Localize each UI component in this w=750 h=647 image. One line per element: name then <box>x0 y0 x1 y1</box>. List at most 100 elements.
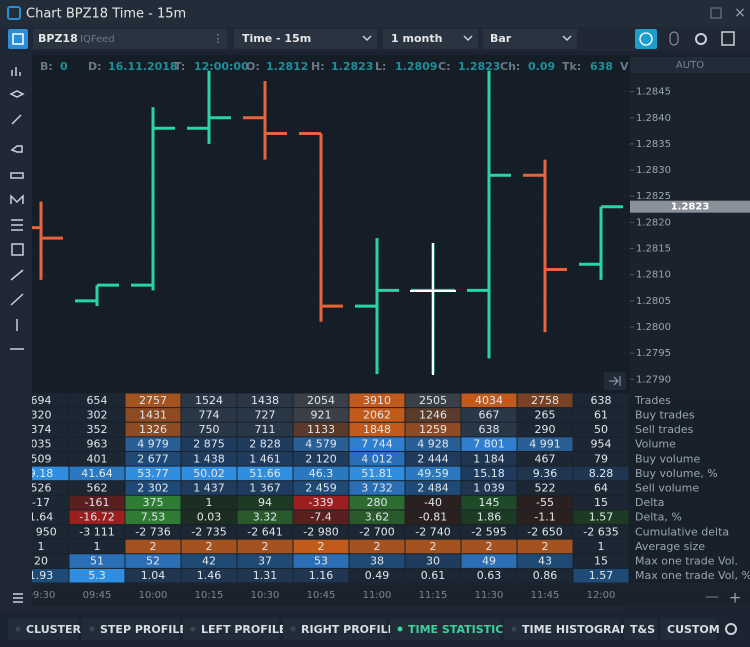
stat-value: 51 <box>90 555 104 568</box>
tab[interactable] <box>504 618 620 640</box>
tool-levels[interactable] <box>11 219 23 231</box>
tab-label: CUSTOM <box>667 623 720 636</box>
chart-type-dropdown[interactable] <box>483 29 577 49</box>
tool-layers[interactable] <box>9 90 25 98</box>
panel-toggle[interactable] <box>8 29 28 49</box>
time-label: 11:00 <box>363 590 392 601</box>
auto-button[interactable] <box>630 57 750 73</box>
tab[interactable] <box>183 618 279 640</box>
timeframe-dropdown[interactable] <box>234 29 377 49</box>
tab[interactable] <box>661 618 716 640</box>
plot-area <box>32 55 630 393</box>
stat-cell <box>181 422 237 437</box>
sidebar <box>0 52 32 612</box>
tool-trend[interactable] <box>10 269 24 281</box>
stat-value: 1 <box>206 496 213 509</box>
stat-cell <box>405 422 461 437</box>
stat-value: 1 <box>38 540 45 553</box>
stat-cell <box>349 539 405 554</box>
stat-cell <box>69 539 125 554</box>
maximize-button[interactable] <box>710 7 722 19</box>
stat-cell <box>237 451 293 466</box>
tool-pen[interactable] <box>11 114 22 125</box>
tab-dot <box>190 626 196 632</box>
stat-cell <box>349 466 405 481</box>
stat-value: 53.77 <box>137 467 169 480</box>
stat-cell <box>181 437 237 451</box>
stat-cell <box>237 393 293 408</box>
feed: IQFeed <box>80 34 115 45</box>
stat-value: 750 <box>199 423 220 436</box>
close-button[interactable]: × <box>734 5 746 21</box>
stat-value: 963 <box>87 438 108 451</box>
stat-cell <box>349 525 405 539</box>
stat-value: 4 979 <box>137 438 169 451</box>
time-label: 11:45 <box>531 590 560 601</box>
stat-value: 3910 <box>363 394 391 407</box>
tab[interactable] <box>82 618 179 640</box>
settings-button[interactable] <box>695 33 707 45</box>
stat-value: -161 <box>85 496 110 509</box>
tool-list[interactable] <box>13 593 23 603</box>
stat-value: 0.86 <box>533 569 558 582</box>
stat-cell <box>69 466 125 481</box>
stat-label: Trades <box>634 394 671 407</box>
tab[interactable] <box>283 618 386 640</box>
tool-tag[interactable] <box>10 145 23 153</box>
zoom-out[interactable]: — <box>705 589 719 605</box>
stat-cell <box>237 510 293 525</box>
symbol-box[interactable] <box>33 29 227 49</box>
tab-dot <box>290 626 296 632</box>
stat-cell <box>405 495 461 510</box>
stat-cell <box>573 525 629 539</box>
layout-button[interactable] <box>721 31 735 46</box>
stat-value: 694 <box>31 394 52 407</box>
stat-value: 035 <box>31 438 52 451</box>
stat-cell <box>237 422 293 437</box>
tab[interactable] <box>390 618 500 640</box>
stat-label: Delta, % <box>635 511 682 524</box>
tool-fibo[interactable] <box>10 194 24 204</box>
stat-label: Sell trades <box>635 423 694 436</box>
stat-value: 1.46 <box>197 569 222 582</box>
stat-cell <box>125 554 181 568</box>
stat-cell <box>32 451 69 466</box>
tab-settings[interactable] <box>725 623 737 635</box>
stat-value: 280 <box>367 496 388 509</box>
tool-ruler[interactable] <box>10 172 24 179</box>
tool-line[interactable] <box>10 293 24 306</box>
zoom-in[interactable]: + <box>729 589 742 607</box>
stat-cell <box>69 408 125 422</box>
symbol: BPZ18 <box>38 32 78 45</box>
period-dropdown[interactable] <box>383 29 478 49</box>
chevron <box>362 35 372 42</box>
stat-value: 1.04 <box>141 569 166 582</box>
mouse-button[interactable] <box>669 31 679 46</box>
stat-value: 2 444 <box>417 452 449 465</box>
stat-value: 1246 <box>419 408 447 421</box>
price-tick-label: 1.2800 <box>636 322 671 333</box>
time-label: 10:45 <box>307 590 336 601</box>
stat-value: 52 <box>146 555 160 568</box>
stat-cell <box>405 408 461 422</box>
stat-label: Delta <box>635 496 664 509</box>
stat-cell <box>237 437 293 451</box>
stat-value: -3 111 <box>79 525 114 538</box>
stat-cell <box>293 393 349 408</box>
menu-dots[interactable]: ⋮ <box>213 32 224 45</box>
info-label: B: <box>40 60 53 73</box>
stat-value: 526 <box>31 482 52 495</box>
indicator-button[interactable] <box>635 29 657 49</box>
tab[interactable] <box>624 618 657 640</box>
stat-value: 30 <box>426 555 440 568</box>
tab[interactable] <box>8 618 78 640</box>
stat-value: 1524 <box>195 394 223 407</box>
stat-cell <box>32 393 69 408</box>
stat-cell <box>293 437 349 451</box>
stat-value: 61 <box>594 408 608 421</box>
tab-dot <box>511 626 517 632</box>
scrollbar[interactable] <box>32 607 624 611</box>
tool-bars[interactable] <box>11 67 21 76</box>
tool-rectangle[interactable] <box>11 243 24 256</box>
